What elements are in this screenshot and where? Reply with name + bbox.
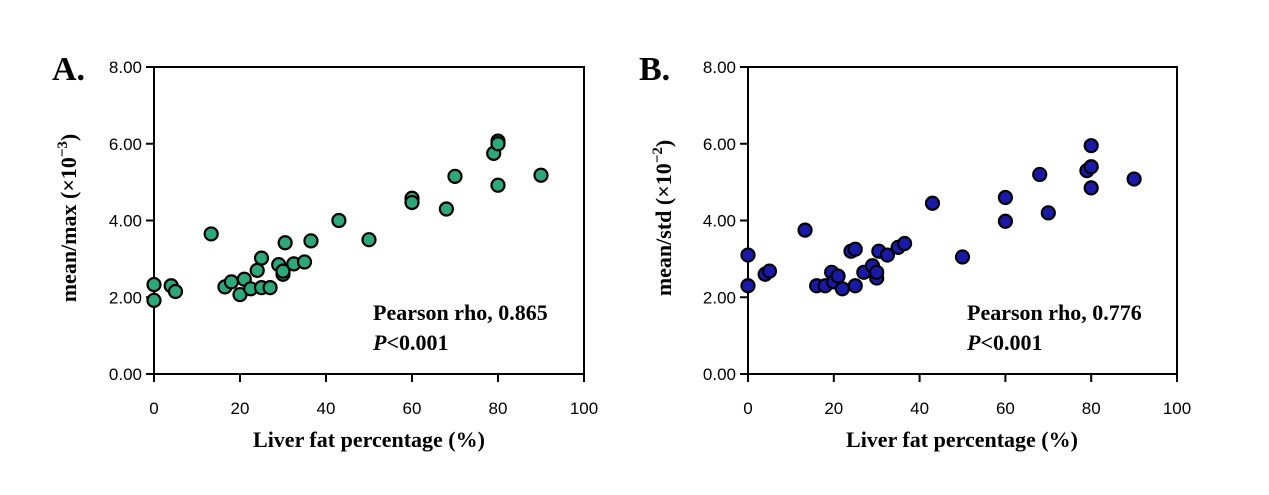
panel-label: A. xyxy=(52,51,85,88)
data-point xyxy=(1040,205,1056,221)
y-tick-label: 8.00 xyxy=(703,58,736,77)
y-axis-label-close: ) xyxy=(651,140,676,147)
data-point xyxy=(1083,138,1099,154)
y-tick-label: 4.00 xyxy=(109,212,142,231)
data-point xyxy=(924,195,941,211)
plot-frame xyxy=(747,66,1178,375)
data-point xyxy=(203,226,219,242)
y-tick-label: 6.00 xyxy=(703,135,736,154)
x-tick-label: 40 xyxy=(910,399,929,418)
p-value-annotation: P<0.001 xyxy=(966,330,1043,355)
x-tick-label: 0 xyxy=(149,399,158,418)
data-point xyxy=(879,247,896,263)
p-value-text: <0.001 xyxy=(980,330,1042,355)
x-tick-label: 20 xyxy=(824,399,843,418)
p-value-annotation: P<0.001 xyxy=(372,330,449,355)
data-point xyxy=(997,189,1014,206)
svg-text:mean/max (×10−3): mean/max (×10−3) xyxy=(55,134,81,303)
data-point xyxy=(847,241,863,257)
data-point xyxy=(146,276,162,293)
x-tick-label: 80 xyxy=(1082,399,1101,418)
data-point xyxy=(797,222,813,238)
y-axis-label-exponent: −2 xyxy=(650,147,666,163)
panel-a: A. mean/max (×10−3) Liver fat percentage… xyxy=(52,51,598,452)
x-tick-label: 0 xyxy=(743,399,752,418)
data-point xyxy=(361,232,377,248)
x-tick-label: 80 xyxy=(489,399,508,418)
y-axis-label: mean/max (×10−3) xyxy=(55,134,81,303)
x-tick-label: 100 xyxy=(1163,399,1191,418)
data-point xyxy=(296,254,313,270)
data-point xyxy=(847,278,863,294)
pearson-annotation: Pearson rho, 0.865 xyxy=(373,300,548,325)
data-point xyxy=(533,167,549,183)
x-axis-label: Liver fat percentage (%) xyxy=(253,427,485,452)
y-axis-label-base: mean/max (×10 xyxy=(56,157,81,302)
y-axis-label-base: mean/std (×10 xyxy=(651,163,676,296)
data-point xyxy=(740,247,756,263)
data-point xyxy=(1083,180,1099,196)
data-point xyxy=(277,235,293,251)
panel-label: B. xyxy=(639,51,670,88)
data-point xyxy=(830,268,846,284)
y-tick-label: 8.00 xyxy=(109,58,142,77)
panel-b: B. mean/std (×10−2) Liver fat percentage… xyxy=(639,51,1191,452)
data-point xyxy=(869,264,885,280)
y-tick-label: 2.00 xyxy=(703,288,736,307)
data-point xyxy=(253,250,270,266)
data-point xyxy=(761,263,778,279)
y-tick-label: 6.00 xyxy=(109,135,142,154)
x-tick-label: 100 xyxy=(570,399,598,418)
data-point xyxy=(262,280,278,296)
x-tick-label: 40 xyxy=(317,399,336,418)
data-point xyxy=(954,249,971,265)
data-point xyxy=(997,213,1014,229)
y-tick-label: 0.00 xyxy=(109,365,142,384)
plot-frame xyxy=(153,66,585,375)
p-symbol: P xyxy=(372,330,387,355)
x-tick-label: 20 xyxy=(231,399,250,418)
data-point xyxy=(1083,159,1099,175)
data-point xyxy=(223,274,239,290)
y-tick-label: 4.00 xyxy=(703,212,736,231)
p-symbol: P xyxy=(966,330,981,355)
data-point xyxy=(1032,166,1048,183)
y-axis-label: mean/std (×10−2) xyxy=(650,140,676,296)
data-point xyxy=(167,283,184,300)
x-tick-label: 60 xyxy=(403,399,422,418)
x-axis-label: Liver fat percentage (%) xyxy=(846,427,1078,452)
data-point xyxy=(249,262,265,278)
data-point xyxy=(404,194,420,211)
data-point xyxy=(490,177,506,193)
data-point xyxy=(896,235,913,252)
y-axis-label-close: ) xyxy=(56,134,81,141)
svg-text:mean/std (×10−2): mean/std (×10−2) xyxy=(650,140,676,296)
data-point xyxy=(834,281,850,297)
data-point xyxy=(447,168,463,184)
x-tick-label: 60 xyxy=(996,399,1015,418)
data-point xyxy=(275,263,291,279)
data-point xyxy=(438,201,454,217)
pearson-annotation: Pearson rho, 0.776 xyxy=(967,300,1142,325)
data-point xyxy=(490,136,506,152)
y-tick-label: 0.00 xyxy=(703,365,736,384)
y-axis-label-exponent: −3 xyxy=(55,141,71,157)
data-point xyxy=(303,233,319,249)
data-point xyxy=(740,278,756,294)
data-point xyxy=(1126,171,1142,187)
p-value-text: <0.001 xyxy=(386,330,448,355)
data-point xyxy=(331,212,347,229)
data-point xyxy=(146,292,162,308)
y-tick-label: 2.00 xyxy=(109,288,142,307)
